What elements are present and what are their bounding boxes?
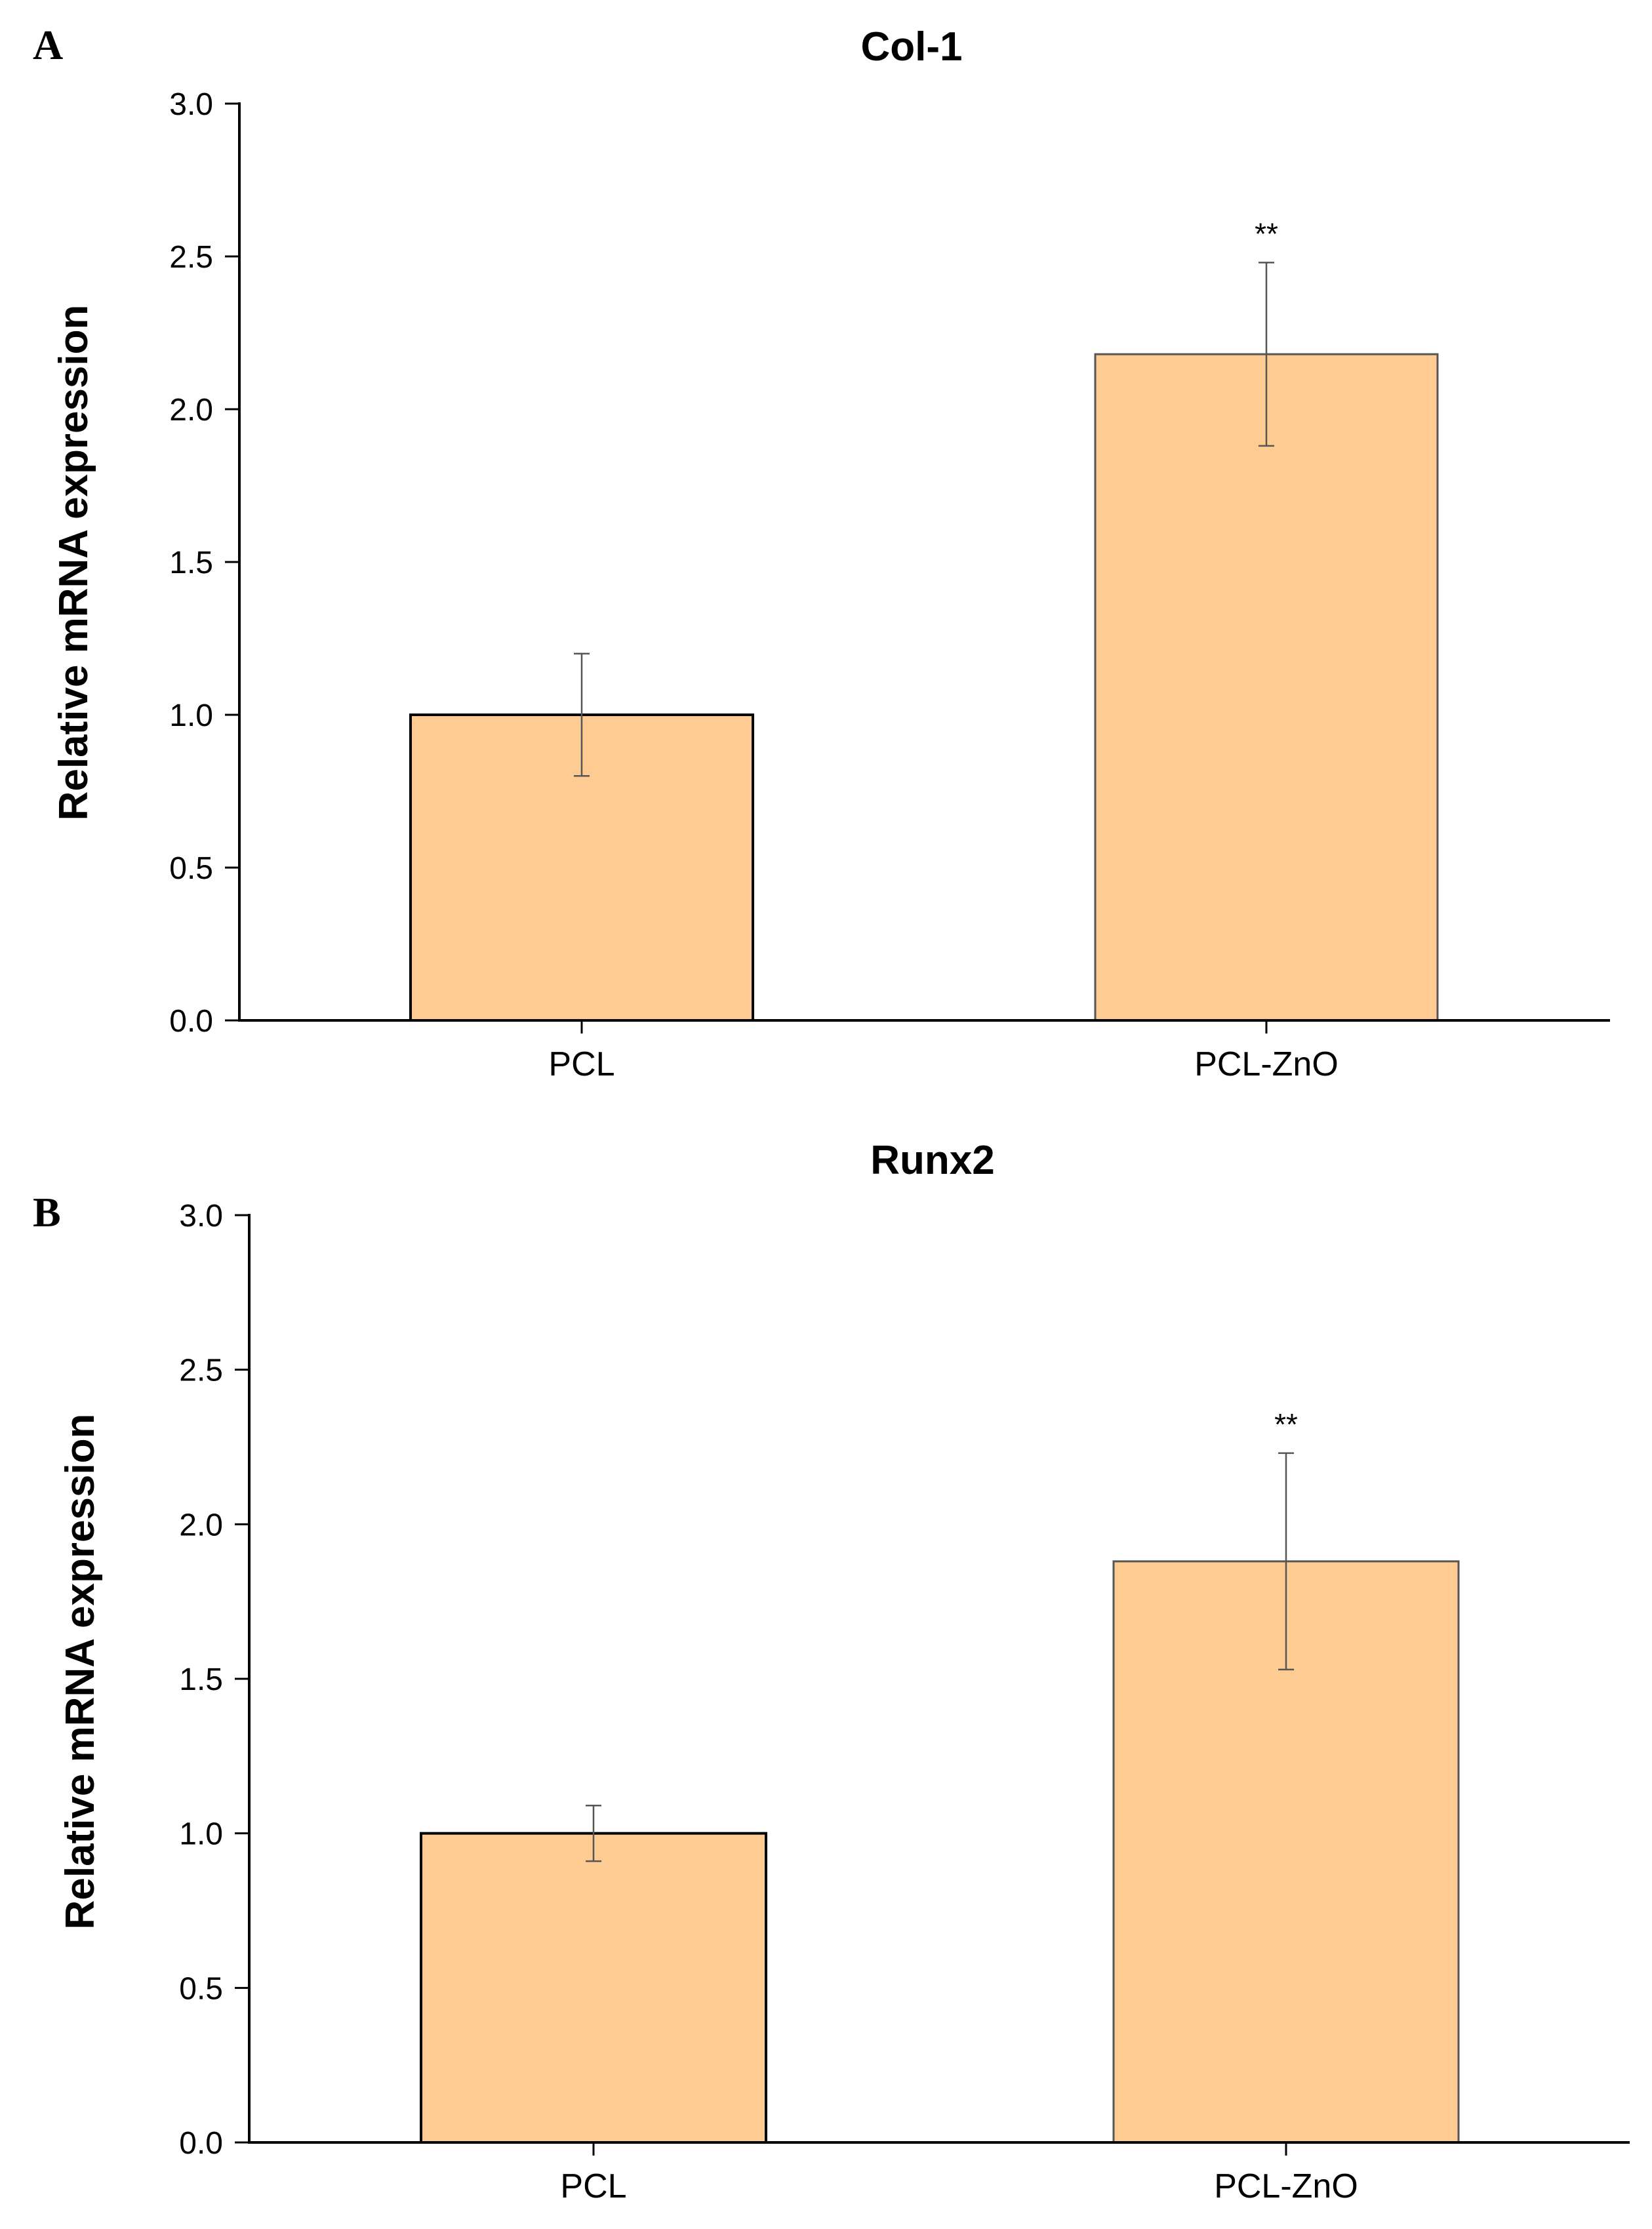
y-tick-label-a: 2.0 (169, 393, 213, 428)
plot-area-b: ** 0.0 0.5 1.0 1.5 2.0 2.5 3.0 PCL PCL-ZnO (179, 1199, 1630, 2205)
significance-marker-pcl-zno-a: ** (1255, 216, 1278, 251)
x-tick-label-pcl-a: PCL (548, 1045, 614, 1083)
bar-pcl-b (420, 1832, 767, 2144)
y-tick-label-b: 2.5 (179, 1354, 223, 1388)
y-tick-label-b: 1.5 (179, 1662, 223, 1697)
chart-title-a: Col-1 (861, 24, 963, 70)
y-axis-label-a: Relative mRNA expression (51, 305, 96, 821)
significance-marker-pcl-zno-b: ** (1274, 1407, 1298, 1441)
panel-letter-b: B (33, 1189, 61, 1235)
chart-panel-b: B Runx2 Relative mRNA expression ** 0.0 0.… (33, 1138, 1630, 2205)
x-tick-label-pcl-b: PCL (560, 2167, 626, 2205)
y-tick-label-b: 2.0 (179, 1508, 223, 1542)
panel-letter-a: A (33, 22, 63, 68)
y-tick-label-b: 1.0 (179, 1817, 223, 1852)
error-bar-pcl-zno-a (1259, 262, 1274, 447)
chart-title-b: Runx2 (870, 1138, 994, 1183)
y-axis-label-b: Relative mRNA expression (58, 1414, 103, 1930)
y-tick-label-a: 2.5 (169, 240, 213, 275)
y-tick-label-a: 3.0 (169, 87, 213, 122)
y-tick-label-b: 0.5 (179, 1971, 223, 2006)
y-tick-label-a: 1.0 (169, 698, 213, 733)
y-tick-label-a: 0.5 (169, 851, 213, 886)
error-bar-pcl-a (574, 653, 590, 777)
y-tick-label-b: 3.0 (179, 1199, 223, 1234)
x-tick-label-pcl-zno-b: PCL-ZnO (1214, 2167, 1358, 2205)
bar-pcl-zno-a (1094, 353, 1439, 1022)
y-tick-label-a: 0.0 (169, 1004, 213, 1039)
error-bar-pcl-zno-b (1278, 1452, 1294, 1671)
y-tick-label-a: 1.5 (169, 546, 213, 580)
y-tick-label-b: 0.0 (179, 2126, 223, 2161)
chart-panel-a: A Col-1 Relative mRNA expression ** 0.0 0.… (33, 22, 1610, 1083)
plot-area-a: ** 0.0 0.5 1.0 1.5 2.0 2.5 3.0 PCL PCL-ZnO (169, 87, 1610, 1083)
x-tick-label-pcl-zno-a: PCL-ZnO (1194, 1045, 1339, 1083)
error-bar-pcl-b (586, 1804, 601, 1862)
